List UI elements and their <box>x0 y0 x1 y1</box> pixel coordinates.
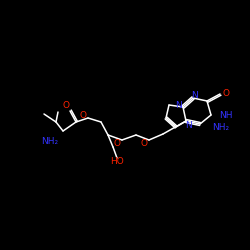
Text: O: O <box>140 140 147 148</box>
Text: NH₂: NH₂ <box>212 124 230 132</box>
Text: N: N <box>191 90 198 100</box>
Text: NH₂: NH₂ <box>42 138 58 146</box>
Text: O: O <box>114 140 120 148</box>
Text: O: O <box>222 88 230 98</box>
Text: O: O <box>62 102 70 110</box>
Text: N: N <box>176 102 182 110</box>
Text: HO: HO <box>110 156 124 166</box>
Text: N: N <box>186 122 192 130</box>
Text: O: O <box>80 110 86 120</box>
Text: NH: NH <box>219 110 233 120</box>
